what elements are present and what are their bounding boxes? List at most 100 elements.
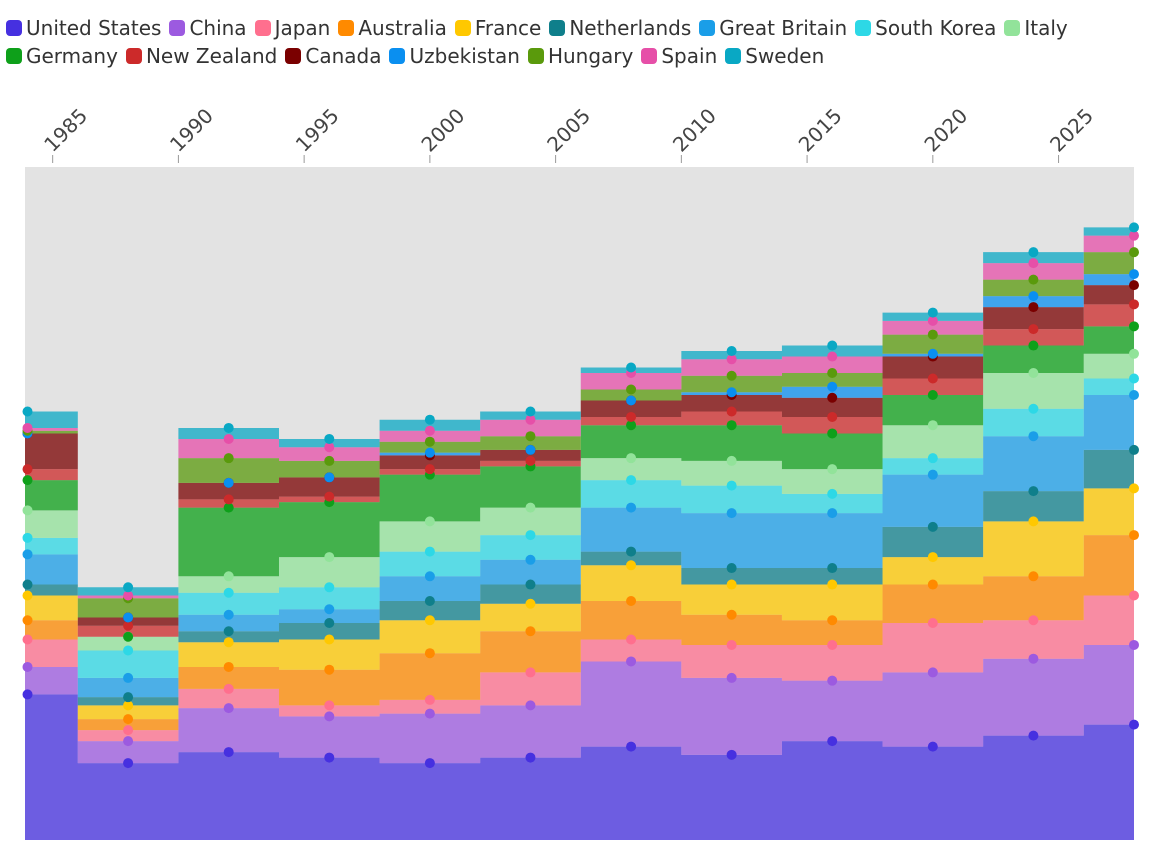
- point-netherlands[interactable]: [324, 617, 335, 628]
- point-france[interactable]: [726, 579, 737, 590]
- point-australia[interactable]: [927, 579, 938, 590]
- point-france[interactable]: [424, 615, 435, 626]
- point-great-britain[interactable]: [927, 469, 938, 480]
- point-new-zealand[interactable]: [525, 455, 536, 466]
- point-netherlands[interactable]: [827, 563, 838, 574]
- area-japan[interactable]: [25, 595, 1134, 742]
- point-netherlands[interactable]: [1028, 486, 1039, 497]
- point-netherlands[interactable]: [123, 692, 134, 703]
- point-hungary[interactable]: [1028, 274, 1039, 285]
- point-south-korea[interactable]: [927, 453, 938, 464]
- point-south-korea[interactable]: [22, 532, 33, 543]
- point-japan[interactable]: [1028, 615, 1039, 626]
- area-italy[interactable]: [25, 353, 1134, 651]
- point-united-states[interactable]: [22, 689, 33, 700]
- point-germany[interactable]: [1028, 340, 1039, 351]
- point-uzbekistan[interactable]: [424, 447, 435, 458]
- point-sweden[interactable]: [827, 340, 838, 351]
- area-hungary[interactable]: [25, 252, 1134, 618]
- point-sweden[interactable]: [123, 582, 134, 593]
- point-new-zealand[interactable]: [324, 491, 335, 502]
- point-germany[interactable]: [123, 631, 134, 642]
- legend-item-united-states[interactable]: United States: [6, 16, 161, 40]
- point-italy[interactable]: [223, 571, 234, 582]
- point-united-states[interactable]: [1028, 730, 1039, 741]
- point-canada[interactable]: [1129, 280, 1139, 291]
- point-new-zealand[interactable]: [827, 411, 838, 422]
- point-netherlands[interactable]: [22, 579, 33, 590]
- point-spain[interactable]: [525, 414, 536, 425]
- point-france[interactable]: [223, 637, 234, 648]
- point-france[interactable]: [123, 700, 134, 711]
- point-hungary[interactable]: [1129, 247, 1139, 258]
- point-sweden[interactable]: [1129, 222, 1139, 233]
- point-italy[interactable]: [424, 516, 435, 527]
- point-china[interactable]: [1129, 639, 1139, 650]
- legend-item-south-korea[interactable]: South Korea: [855, 16, 996, 40]
- point-japan[interactable]: [424, 694, 435, 705]
- point-france[interactable]: [525, 598, 536, 609]
- legend-item-uzbekistan[interactable]: Uzbekistan: [389, 44, 520, 68]
- point-france[interactable]: [1129, 483, 1139, 494]
- point-new-zealand[interactable]: [424, 464, 435, 475]
- point-united-states[interactable]: [726, 749, 737, 760]
- area-china[interactable]: [25, 644, 1134, 764]
- point-germany[interactable]: [1129, 321, 1139, 332]
- point-spain[interactable]: [324, 442, 335, 453]
- point-italy[interactable]: [324, 552, 335, 563]
- point-japan[interactable]: [626, 634, 637, 645]
- point-japan[interactable]: [324, 700, 335, 711]
- point-china[interactable]: [324, 711, 335, 722]
- point-spain[interactable]: [22, 422, 33, 433]
- point-south-korea[interactable]: [223, 587, 234, 598]
- point-great-britain[interactable]: [123, 672, 134, 683]
- point-australia[interactable]: [525, 626, 536, 637]
- point-uzbekistan[interactable]: [123, 612, 134, 623]
- area-great-britain[interactable]: [25, 394, 1134, 698]
- point-south-korea[interactable]: [726, 480, 737, 491]
- point-spain[interactable]: [726, 354, 737, 365]
- point-uzbekistan[interactable]: [1028, 291, 1039, 302]
- point-japan[interactable]: [927, 617, 938, 628]
- point-united-states[interactable]: [123, 758, 134, 769]
- point-sweden[interactable]: [324, 433, 335, 444]
- point-sweden[interactable]: [626, 362, 637, 373]
- point-china[interactable]: [223, 703, 234, 714]
- point-spain[interactable]: [424, 425, 435, 436]
- point-china[interactable]: [22, 661, 33, 672]
- point-canada[interactable]: [1028, 302, 1039, 313]
- legend-item-sweden[interactable]: Sweden: [725, 44, 824, 68]
- area-france[interactable]: [25, 488, 1134, 720]
- point-sweden[interactable]: [22, 406, 33, 417]
- point-france[interactable]: [324, 634, 335, 645]
- point-sweden[interactable]: [726, 346, 737, 357]
- point-netherlands[interactable]: [726, 563, 737, 574]
- point-great-britain[interactable]: [726, 508, 737, 519]
- point-uzbekistan[interactable]: [1129, 269, 1139, 280]
- point-united-states[interactable]: [827, 736, 838, 747]
- point-new-zealand[interactable]: [22, 464, 33, 475]
- point-australia[interactable]: [827, 615, 838, 626]
- point-france[interactable]: [626, 560, 637, 571]
- area-new-zealand[interactable]: [25, 304, 1134, 637]
- point-sweden[interactable]: [424, 414, 435, 425]
- legend-item-great-britain[interactable]: Great Britain: [699, 16, 847, 40]
- point-south-korea[interactable]: [324, 582, 335, 593]
- point-uzbekistan[interactable]: [223, 477, 234, 488]
- point-germany[interactable]: [927, 389, 938, 400]
- point-germany[interactable]: [726, 420, 737, 431]
- point-great-britain[interactable]: [22, 549, 33, 560]
- point-new-zealand[interactable]: [1028, 324, 1039, 335]
- legend-item-italy[interactable]: Italy: [1004, 16, 1068, 40]
- legend-item-canada[interactable]: Canada: [285, 44, 381, 68]
- point-netherlands[interactable]: [927, 521, 938, 532]
- legend-item-netherlands[interactable]: Netherlands: [549, 16, 691, 40]
- point-france[interactable]: [827, 579, 838, 590]
- point-australia[interactable]: [424, 648, 435, 659]
- point-south-korea[interactable]: [123, 645, 134, 656]
- point-spain[interactable]: [223, 433, 234, 444]
- point-australia[interactable]: [324, 664, 335, 675]
- point-netherlands[interactable]: [525, 579, 536, 590]
- point-great-britain[interactable]: [525, 554, 536, 565]
- point-new-zealand[interactable]: [626, 411, 637, 422]
